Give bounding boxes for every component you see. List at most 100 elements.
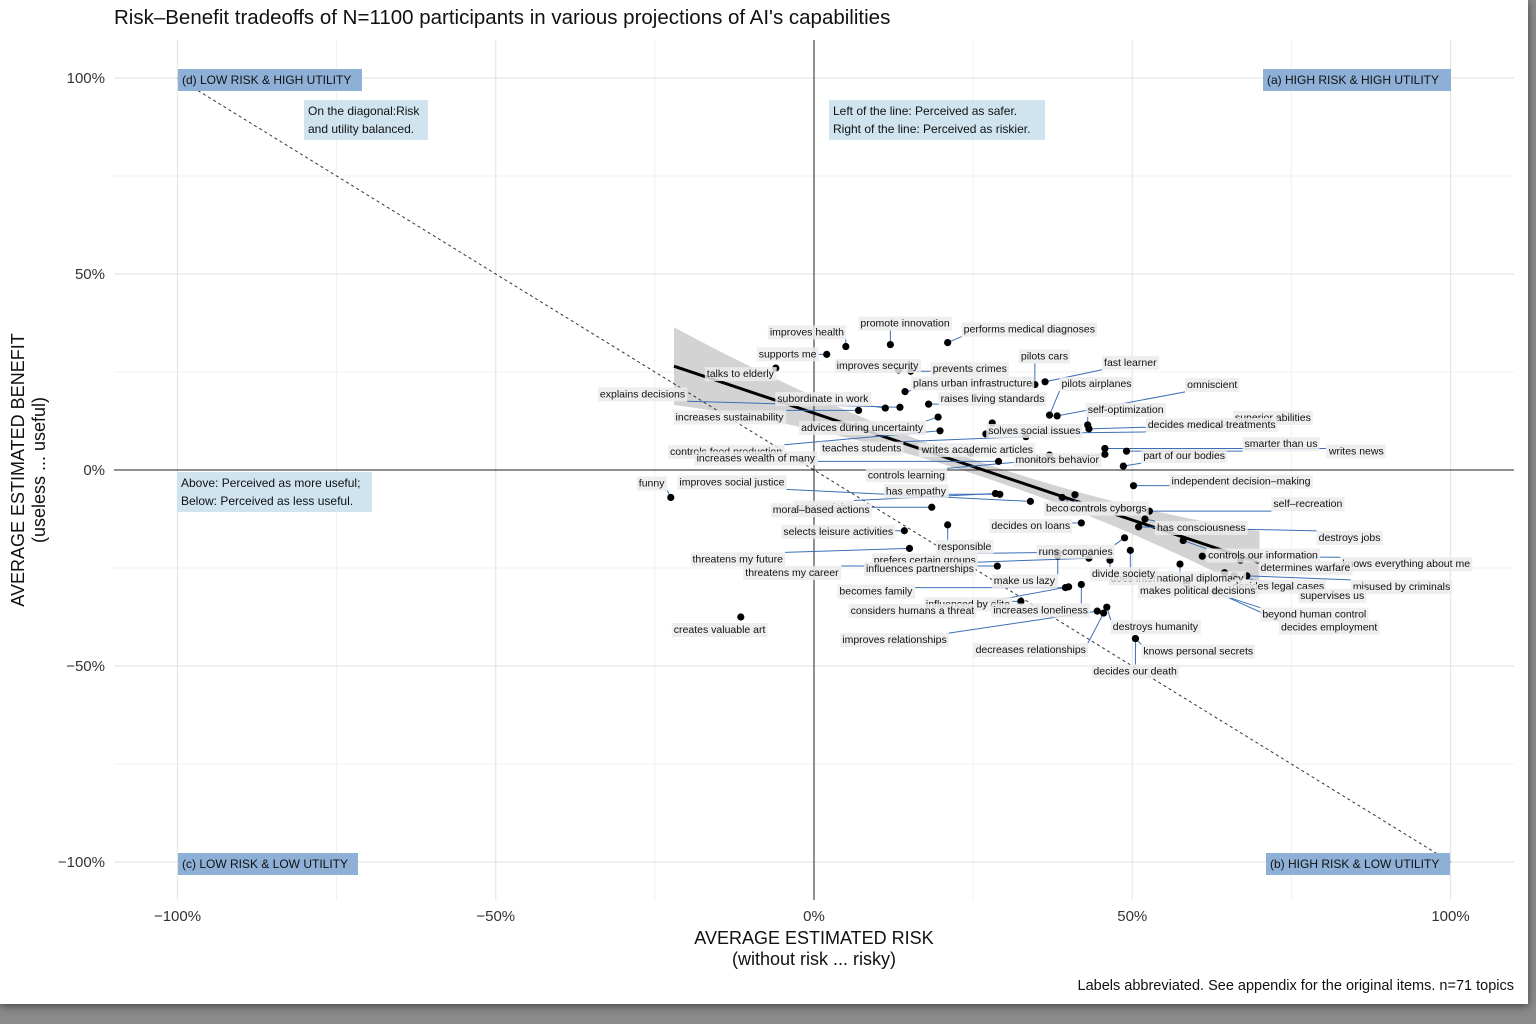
point-label: pilots airplanes <box>1062 378 1132 390</box>
data-point <box>1053 412 1061 420</box>
point-label-bg <box>1154 521 1248 535</box>
point-label: moral–based actions <box>773 504 870 516</box>
y-tick-label: 50% <box>75 266 105 283</box>
point-label: self–recreation <box>1273 498 1342 510</box>
point-label: influences partnerships <box>866 563 974 575</box>
point-label: has empathy <box>886 485 947 497</box>
data-point <box>1077 580 1085 589</box>
point-label-bg <box>840 633 949 648</box>
point-label: increases wealth of many <box>697 452 816 464</box>
point-label: controls cyborgs <box>1070 502 1146 514</box>
annotation-regression-line-text: Left of the line: Perceived as safer. <box>833 104 1017 118</box>
data-point <box>905 544 914 553</box>
data-point <box>1121 534 1129 542</box>
point-label-bg <box>837 584 916 599</box>
point-label-bg <box>799 421 926 436</box>
corner-label-bottom-right-bg <box>1266 853 1450 875</box>
point-label-bg <box>918 443 1036 458</box>
annotation-boxes: (d) LOW RISK & HIGH UTILITY (a) HIGH RISK… <box>177 69 1451 875</box>
data-point <box>1100 609 1108 617</box>
data-point <box>1041 378 1049 386</box>
corner-label-top-left-text: (d) LOW RISK & HIGH UTILITY <box>182 73 351 87</box>
data-point <box>994 457 1003 465</box>
annotation-above-below-text: Above: Perceived as more useful; <box>181 476 360 490</box>
point-label-bg <box>1242 437 1320 452</box>
point-label-bg <box>858 316 952 331</box>
point-label-bg <box>690 552 786 567</box>
point-label: destroys humanity <box>1113 621 1199 633</box>
y-tick-label: 0% <box>83 462 105 479</box>
point-label-bg <box>1085 402 1166 417</box>
data-point <box>1198 552 1206 560</box>
point-label-bg <box>1325 444 1386 459</box>
figure-panel: Risk–Benefit tradeoffs of N=1100 partici… <box>0 0 1528 1004</box>
point-label-bg <box>781 524 896 539</box>
annotation-above-below: Above: Perceived as more useful; Below: P… <box>177 472 372 512</box>
point-label: plans urban infrastructure <box>913 378 1032 390</box>
y-axis-subtitle: (useless ... useful) <box>29 397 49 543</box>
point-label: decides employment <box>1281 622 1377 634</box>
point-label-bg <box>930 362 1009 377</box>
point-label-bg <box>1089 567 1158 582</box>
point-label-bg <box>1102 355 1160 370</box>
point-label: promote innovation <box>860 318 949 330</box>
point-label-bg <box>1145 417 1278 432</box>
point-label: misused by criminals <box>1353 581 1450 593</box>
point-leader-line <box>1087 612 1105 644</box>
point-label: makes political decisions <box>1140 585 1256 597</box>
chart-title: Risk–Benefit tradeoffs of N=1100 partici… <box>114 6 890 29</box>
data-point <box>1129 482 1138 490</box>
point-leader-line <box>1049 390 1060 416</box>
point-leader-line <box>785 547 910 553</box>
point-label-bg <box>1185 377 1240 392</box>
data-point <box>936 427 944 435</box>
data-point <box>1176 560 1184 568</box>
data-point <box>900 527 908 535</box>
confidence-band <box>674 327 1260 595</box>
x-tick-label: −50% <box>476 908 515 925</box>
data-point <box>996 490 1004 498</box>
point-leader-line <box>975 557 1089 563</box>
point-label: supports me <box>759 348 817 360</box>
data-point <box>901 388 909 396</box>
point-label-bg <box>770 503 872 518</box>
point-label: runs companies <box>1039 546 1113 558</box>
corner-label-bottom-left-bg <box>178 853 358 875</box>
point-label: make us lazy <box>994 575 1056 587</box>
point-label: decides medical treatments <box>1148 419 1276 431</box>
point-label: destroys jobs <box>1319 532 1381 544</box>
point-label-bg <box>1316 530 1383 545</box>
data-point <box>823 350 831 358</box>
point-label-bg <box>767 325 847 340</box>
point-label-bg <box>834 359 922 374</box>
point-label: controls learning <box>868 469 945 481</box>
data-point <box>737 613 745 621</box>
point-label: improves security <box>837 360 919 372</box>
point-label: monitors behavior <box>1016 454 1100 466</box>
point-label-bg <box>989 518 1073 533</box>
data-point <box>928 503 936 511</box>
data-point <box>1085 425 1093 433</box>
point-label: raises living standards <box>941 393 1045 405</box>
point-label-bg <box>1206 548 1321 563</box>
risk-benefit-scatter-chart: Risk–Benefit tradeoffs of N=1100 partici… <box>8 6 1514 994</box>
point-label: omniscient <box>1187 379 1237 391</box>
point-label: knows personal secrets <box>1143 646 1253 658</box>
point-label-bg <box>848 603 977 618</box>
data-point <box>1122 447 1131 455</box>
point-label: decides on loans <box>991 520 1070 532</box>
x-tick-label: 50% <box>1117 908 1147 925</box>
data-point <box>1131 634 1140 643</box>
point-label-bg <box>1018 349 1071 364</box>
data-point <box>924 400 933 408</box>
point-label: writes news <box>1328 445 1384 457</box>
point-label: threatens my career <box>745 567 839 579</box>
point-label: knows everything about me <box>1342 558 1470 570</box>
data-point <box>1045 411 1054 419</box>
data-point <box>1093 607 1101 615</box>
point-label: supervises us <box>1300 590 1364 602</box>
point-label: teaches students <box>822 443 901 455</box>
point-label-bg <box>1169 474 1313 489</box>
data-point <box>1119 462 1127 470</box>
point-label-bg <box>935 539 994 554</box>
